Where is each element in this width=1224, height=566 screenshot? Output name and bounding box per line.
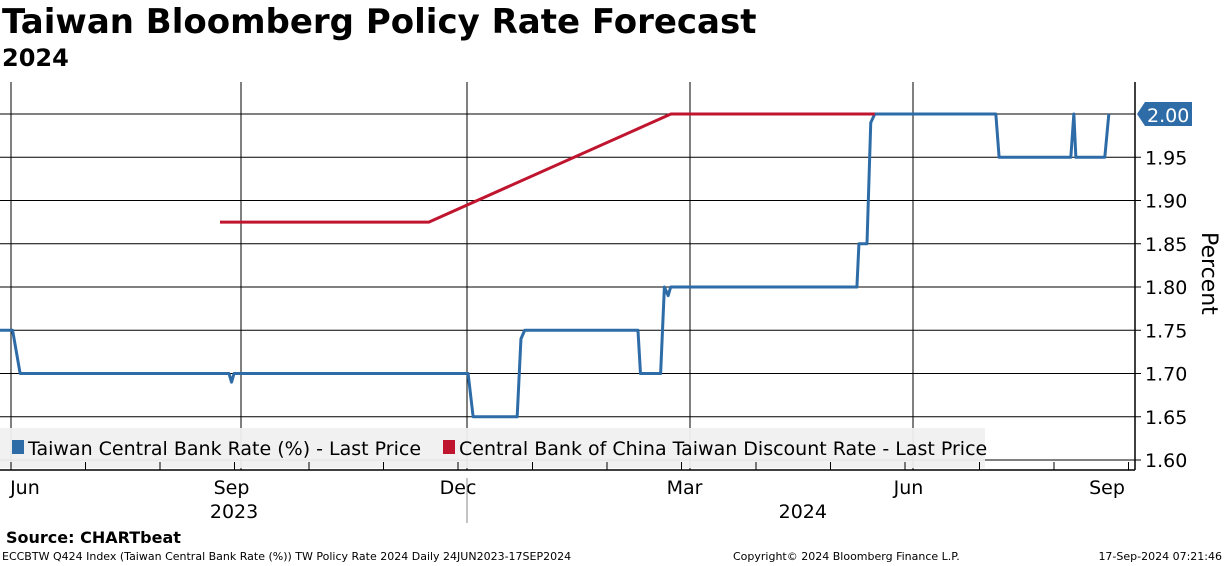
y-tick-label: 1.65 (1145, 407, 1187, 429)
year-label: 2024 (779, 501, 827, 523)
last-value-badge (1137, 102, 1192, 126)
x-tick-label: Sep (214, 477, 250, 499)
legend-label-1: Central Bank of China Taiwan Discount Ra… (459, 438, 987, 460)
series-line-1 (219, 112, 875, 224)
x-tick-label: Jun (9, 477, 40, 499)
y-tick-label: 1.60 (1145, 450, 1187, 472)
year-label: 2023 (210, 501, 258, 523)
footer-timestamp: 17-Sep-2024 07:21:46 (1098, 550, 1222, 563)
x-tick-label: Sep (1089, 477, 1125, 499)
legend-swatch-1 (443, 440, 455, 454)
y-tick-label: 1.80 (1145, 277, 1187, 299)
footer-copyright: Copyright© 2024 Bloomberg Finance L.P. (733, 550, 960, 563)
x-tick-label: Jun (893, 477, 924, 499)
y-tick-label: 1.85 (1145, 234, 1187, 256)
y-tick-label: 1.90 (1145, 191, 1187, 213)
chart-title: Taiwan Bloomberg Policy Rate Forecast (2, 2, 757, 42)
x-tick-label: Mar (667, 477, 703, 499)
y-tick-label: 1.75 (1145, 320, 1187, 342)
series-line-0 (0, 112, 1111, 419)
legend-swatch-0 (12, 440, 24, 454)
chart-subtitle: 2024 (2, 44, 69, 72)
y-tick-label: 1.95 (1145, 147, 1187, 169)
x-tick-label: Dec (440, 477, 477, 499)
legend-box (0, 428, 985, 468)
y-tick-label: 1.70 (1145, 364, 1187, 386)
y-axis-label: Percent (1196, 232, 1221, 315)
footer-ticker: ECCBTW Q424 Index (Taiwan Central Bank R… (2, 550, 572, 563)
source-label: Source: CHARTbeat (6, 528, 181, 547)
last-value-label: 2.00 (1147, 105, 1189, 127)
legend-label-0: Taiwan Central Bank Rate (%) - Last Pric… (27, 438, 421, 460)
